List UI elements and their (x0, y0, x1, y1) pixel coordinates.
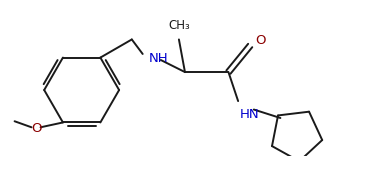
Text: CH₃: CH₃ (168, 19, 190, 32)
Text: NH: NH (149, 52, 168, 65)
Text: O: O (255, 34, 265, 47)
Text: HN: HN (240, 108, 259, 121)
Text: O: O (31, 122, 42, 135)
